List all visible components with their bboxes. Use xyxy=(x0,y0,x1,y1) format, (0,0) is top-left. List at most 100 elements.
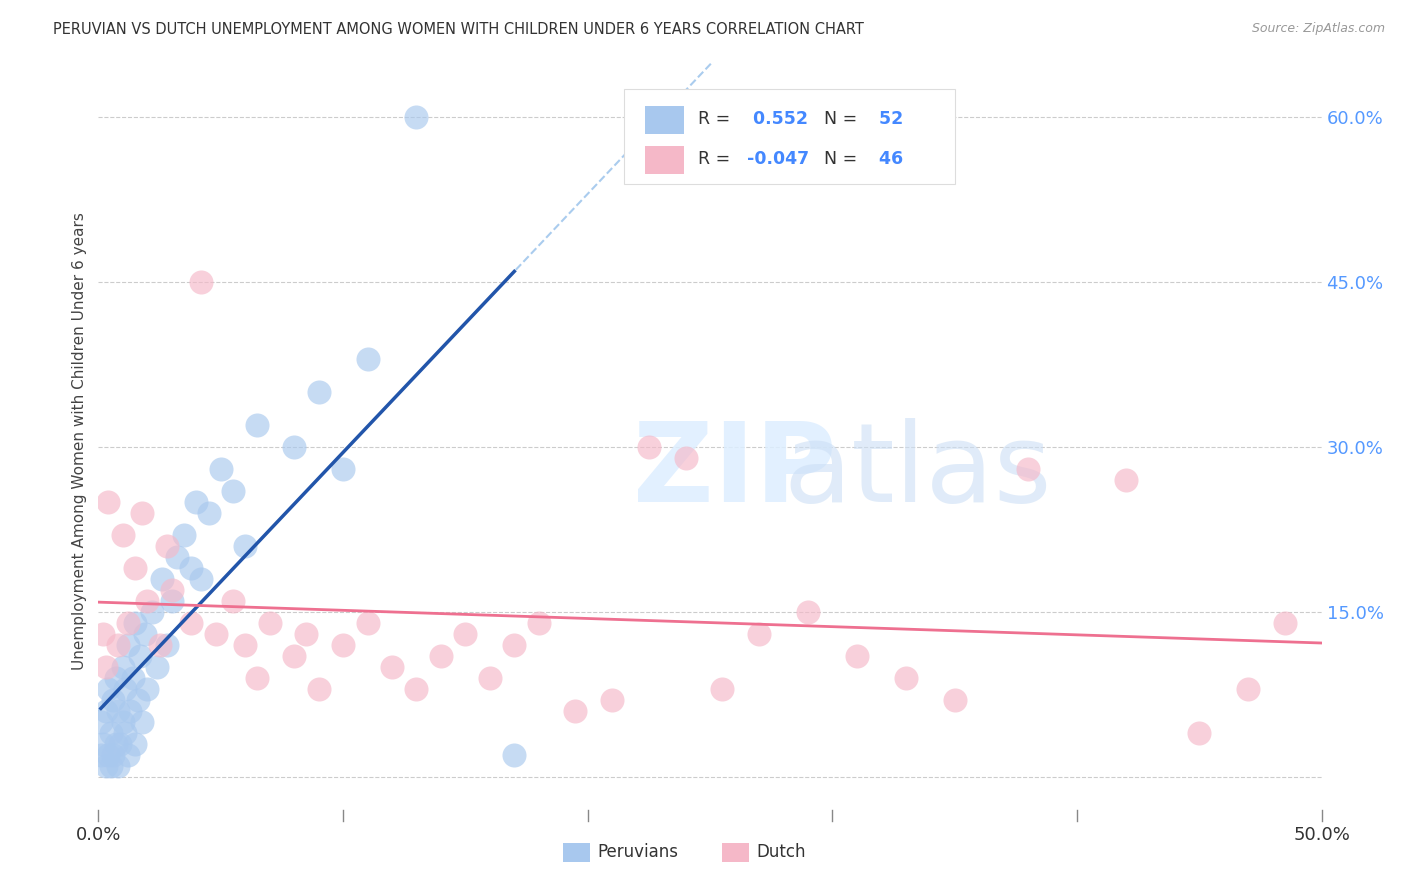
Point xyxy=(1188,725,1211,739)
Point xyxy=(94,758,117,772)
Point xyxy=(110,737,132,751)
Point xyxy=(259,615,281,630)
Point xyxy=(503,747,526,762)
Point xyxy=(124,561,146,575)
Point xyxy=(894,671,917,685)
Point xyxy=(120,704,142,718)
Point xyxy=(91,737,114,751)
Point xyxy=(111,660,134,674)
Point xyxy=(114,681,136,696)
Point xyxy=(129,648,152,663)
Point xyxy=(94,660,117,674)
Text: N =: N = xyxy=(824,110,858,128)
Point xyxy=(295,627,318,641)
Point xyxy=(156,539,179,553)
FancyBboxPatch shape xyxy=(645,105,685,135)
Point xyxy=(107,638,129,652)
Text: -0.047: -0.047 xyxy=(747,150,808,169)
Point xyxy=(405,111,427,125)
Point xyxy=(166,549,188,564)
Text: Source: ZipAtlas.com: Source: ZipAtlas.com xyxy=(1251,22,1385,36)
Point xyxy=(111,714,134,729)
Point xyxy=(283,440,305,454)
Point xyxy=(131,714,153,729)
Point xyxy=(107,758,129,772)
Point xyxy=(146,660,169,674)
Point xyxy=(246,671,269,685)
Point xyxy=(675,450,697,465)
Point xyxy=(246,418,269,433)
Point xyxy=(136,594,159,608)
Point xyxy=(197,506,219,520)
Point xyxy=(104,671,127,685)
Point xyxy=(117,615,139,630)
Point xyxy=(222,594,245,608)
Point xyxy=(91,627,114,641)
Point xyxy=(1237,681,1260,696)
Point xyxy=(114,725,136,739)
Point xyxy=(101,692,124,706)
Point xyxy=(1274,615,1296,630)
Point xyxy=(97,495,120,509)
Point xyxy=(160,582,183,597)
Text: R =: R = xyxy=(697,110,730,128)
Text: R =: R = xyxy=(697,150,730,169)
Text: ZIP: ZIP xyxy=(633,418,837,525)
Point xyxy=(101,747,124,762)
Point xyxy=(121,671,143,685)
Point xyxy=(332,638,354,652)
Point xyxy=(127,692,149,706)
Point xyxy=(150,572,173,586)
Point xyxy=(104,737,127,751)
Text: 46: 46 xyxy=(873,150,903,169)
Point xyxy=(94,704,117,718)
Point xyxy=(454,627,477,641)
Point xyxy=(222,483,245,498)
Point xyxy=(97,681,120,696)
FancyBboxPatch shape xyxy=(645,145,685,175)
Point xyxy=(1115,473,1137,487)
Point xyxy=(205,627,228,641)
Point xyxy=(381,660,404,674)
Text: N =: N = xyxy=(824,150,858,169)
Point xyxy=(233,539,256,553)
Point xyxy=(100,758,122,772)
Point xyxy=(1017,462,1039,476)
Text: 52: 52 xyxy=(873,110,903,128)
Point xyxy=(97,747,120,762)
Point xyxy=(117,747,139,762)
Point xyxy=(156,638,179,652)
Point xyxy=(283,648,305,663)
Point xyxy=(134,627,156,641)
Point xyxy=(136,681,159,696)
Point xyxy=(111,528,134,542)
Point xyxy=(173,528,195,542)
Point xyxy=(190,275,212,289)
Text: Dutch: Dutch xyxy=(756,844,806,862)
Point xyxy=(180,615,202,630)
Point xyxy=(180,561,202,575)
Point xyxy=(637,440,661,454)
Point xyxy=(845,648,868,663)
Point xyxy=(107,704,129,718)
FancyBboxPatch shape xyxy=(564,844,591,863)
Point xyxy=(430,648,453,663)
Point xyxy=(564,704,586,718)
Text: PERUVIAN VS DUTCH UNEMPLOYMENT AMONG WOMEN WITH CHILDREN UNDER 6 YEARS CORRELATI: PERUVIAN VS DUTCH UNEMPLOYMENT AMONG WOM… xyxy=(53,22,865,37)
Point xyxy=(600,692,623,706)
Point xyxy=(160,594,183,608)
Point xyxy=(209,462,232,476)
FancyBboxPatch shape xyxy=(624,89,955,184)
Point xyxy=(503,638,526,652)
Point xyxy=(124,737,146,751)
Point xyxy=(149,638,172,652)
Text: Peruvians: Peruvians xyxy=(598,844,679,862)
Point xyxy=(332,462,354,476)
Point xyxy=(117,638,139,652)
Point xyxy=(527,615,550,630)
Point xyxy=(100,725,122,739)
Point xyxy=(124,615,146,630)
Point xyxy=(478,671,501,685)
Y-axis label: Unemployment Among Women with Children Under 6 years: Unemployment Among Women with Children U… xyxy=(72,212,87,671)
FancyBboxPatch shape xyxy=(723,844,749,863)
